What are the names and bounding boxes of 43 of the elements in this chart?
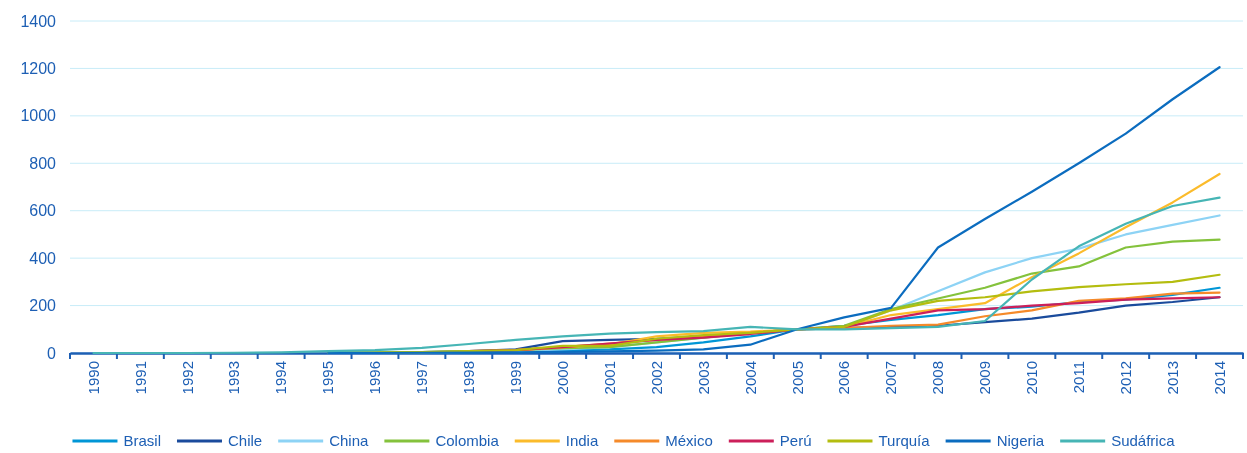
x-tick-label: 2010 bbox=[1023, 361, 1041, 395]
legend-label: China bbox=[329, 432, 370, 449]
x-tick-label: 2012 bbox=[1116, 361, 1134, 395]
x-tick-label: 2011 bbox=[1070, 361, 1088, 394]
legend-label: Colombia bbox=[435, 432, 500, 449]
x-tick-label: 2000 bbox=[553, 361, 571, 395]
y-tick-label: 1400 bbox=[20, 12, 57, 30]
legend-label: Brasil bbox=[123, 432, 161, 449]
x-tick-label: 1995 bbox=[319, 361, 337, 395]
x-tick-label: 2014 bbox=[1210, 361, 1228, 395]
x-tick-label: 1990 bbox=[84, 361, 102, 395]
x-tick-label: 1996 bbox=[366, 361, 384, 395]
y-tick-label: 1200 bbox=[20, 60, 57, 78]
y-tick-label: 400 bbox=[29, 249, 57, 267]
legend-label: Nigeria bbox=[996, 432, 1045, 449]
x-tick-label: 2005 bbox=[788, 361, 806, 395]
x-tick-label: 2004 bbox=[741, 361, 759, 395]
x-tick-label: 2006 bbox=[835, 361, 853, 395]
y-tick-label: 600 bbox=[29, 202, 57, 220]
x-tick-label: 1998 bbox=[460, 361, 478, 395]
y-tick-label: 1000 bbox=[20, 107, 57, 125]
x-tick-label: 1992 bbox=[178, 361, 196, 395]
y-tick-label: 800 bbox=[29, 154, 57, 172]
legend-label: Perú bbox=[779, 432, 812, 449]
legend-label: Chile bbox=[227, 432, 263, 449]
legend-label: India bbox=[565, 432, 599, 449]
legend-label: Turquía bbox=[878, 432, 931, 449]
x-tick-label: 2003 bbox=[694, 361, 712, 395]
legend-label: Sudáfrica bbox=[1111, 432, 1176, 449]
x-tick-label: 2002 bbox=[647, 361, 665, 395]
x-tick-label: 2001 bbox=[600, 361, 618, 395]
x-tick-label: 2013 bbox=[1163, 361, 1181, 395]
x-tick-label: 2008 bbox=[929, 361, 947, 395]
x-tick-label: 2007 bbox=[882, 361, 900, 395]
x-tick-label: 1997 bbox=[413, 361, 431, 395]
x-tick-label: 2009 bbox=[976, 361, 994, 395]
x-tick-label: 1994 bbox=[272, 361, 290, 395]
y-tick-label: 200 bbox=[29, 297, 57, 315]
y-tick-label: 0 bbox=[47, 344, 57, 362]
x-tick-label: 1991 bbox=[131, 361, 149, 395]
x-tick-label: 1993 bbox=[225, 361, 243, 395]
legend-label: México bbox=[665, 432, 713, 449]
x-tick-label: 1999 bbox=[506, 361, 524, 395]
